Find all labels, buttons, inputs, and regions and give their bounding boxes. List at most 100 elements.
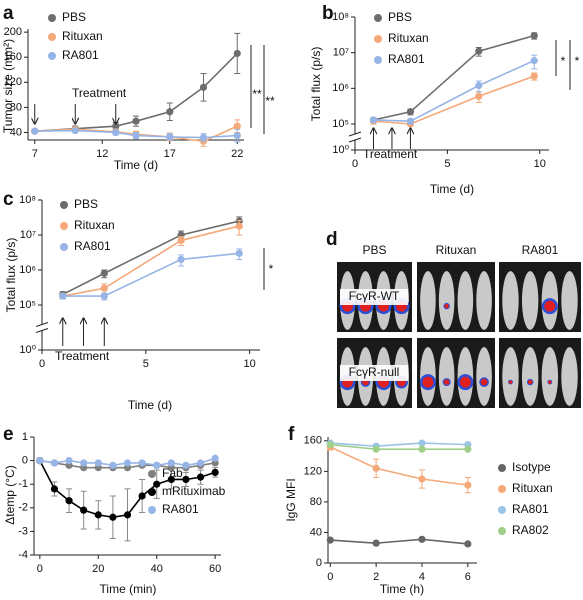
x-tick-label: 12 [96,148,108,160]
signal [544,300,556,312]
data-point [235,222,243,230]
signal [444,303,449,309]
panel-letter: b [322,3,334,24]
data-point [138,459,146,467]
annotation: * [269,262,274,276]
mouse [457,271,474,330]
x-tick-label: 0 [352,158,358,170]
y-tick-label: 10⁸ [332,11,349,23]
legend-label: RA801 [512,502,549,516]
y-tick-label: -2 [18,502,28,514]
axis-break [348,137,362,143]
legend-label: Rituxan [388,31,429,45]
panel-letter: d [326,229,338,250]
annotation: Treatment [363,147,418,161]
axis-break [35,322,49,327]
panel-letter: e [3,424,14,445]
y-tick-label: 40 [10,126,22,138]
annotation: * [575,54,580,68]
x-axis-label: Time (h) [380,582,424,596]
y-tick-label: 120 [304,465,322,477]
legend-label: Rituxan [74,218,115,232]
y-axis-label: Tumor size (mm²) [1,39,15,133]
x-tick-label: 0 [327,571,333,583]
y-tick-label: 10⁵ [332,118,349,130]
data-point [167,459,175,467]
y-tick-label: 10⁷ [20,229,36,241]
y-tick-label: -4 [18,549,28,561]
x-axis-label: Time (d) [128,398,172,412]
data-point [372,539,380,547]
data-point [166,108,174,116]
x-tick-label: 0 [39,358,45,370]
legend-marker [374,14,382,22]
legend-label: PBS [62,10,86,24]
panel-letter: f [288,424,295,445]
x-tick-label: 10 [243,358,255,370]
annotation: Treatment [72,86,127,100]
data-point [132,117,140,125]
data-point [80,459,88,467]
legend-marker [48,33,56,41]
series-line [329,446,468,486]
mouse [420,271,436,330]
data-point [138,492,146,500]
y-tick-label: 10⁰ [19,344,36,356]
mouse [541,347,559,406]
data-point [182,461,190,469]
signal [443,379,450,385]
data-point [177,236,185,245]
y-tick-label: 200 [4,26,22,38]
axis-break-gap [349,134,361,140]
data-point [166,133,174,141]
signal [508,380,513,384]
column-label: RA801 [522,243,559,257]
data-point [233,132,241,140]
data-point [475,81,483,90]
data-point [418,445,426,453]
annotation: * [561,54,566,68]
x-tick-label: 60 [209,563,221,575]
data-point [464,445,472,453]
signal [480,378,488,386]
data-point [153,461,161,469]
series-line [373,59,535,122]
legend-marker [60,201,68,209]
data-point [100,292,108,300]
data-point [196,459,205,467]
series-line [330,443,468,451]
data-point [65,457,73,465]
y-tick-label: 80 [310,496,322,508]
y-tick-label: 10⁶ [19,264,36,276]
annotation: Treatment [55,349,110,363]
data-point [31,127,39,135]
series-line [62,220,240,296]
y-axis-label: Total flux (p/s) [309,47,323,122]
mouse [476,347,492,406]
annotation: ** [252,87,262,101]
data-point [199,83,208,91]
data-point [464,481,472,489]
legend-marker [148,506,156,514]
x-tick-label: 6 [465,571,471,583]
x-tick-label: 20 [92,563,104,575]
legend-marker [48,14,56,22]
series-line [330,442,468,447]
data-point [530,72,538,80]
data-point [233,122,241,130]
y-tick-label: 0 [22,455,28,467]
data-point [59,292,67,300]
legend-marker [48,52,56,60]
legend-label: Fab [162,466,183,480]
data-point [177,255,185,264]
y-axis-label: IgG MFI [284,478,298,521]
legend-label: RA801 [388,52,425,66]
legend-marker [374,35,382,43]
x-tick-label: 7 [32,148,38,160]
data-point [464,540,472,548]
column-label: PBS [362,243,386,257]
row-label-bg [340,289,408,305]
mouse [476,271,492,330]
